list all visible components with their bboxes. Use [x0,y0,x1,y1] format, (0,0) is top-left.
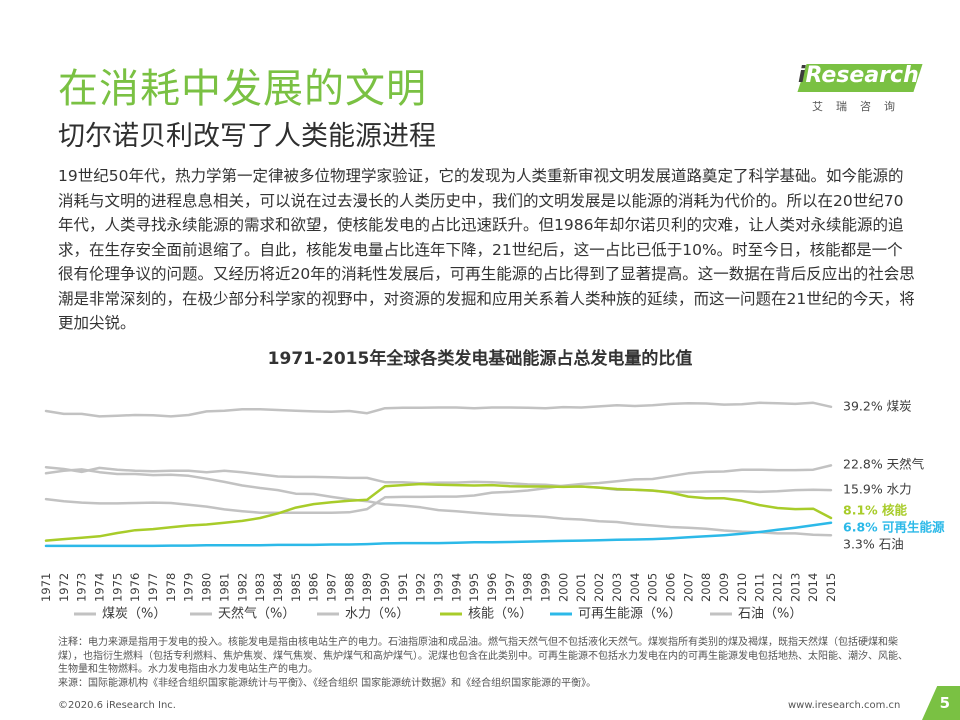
x-tick-label: 1976 [128,573,142,602]
series-end-label-2: 15.9% 水力 [843,482,912,497]
x-tick-label: 1995 [467,573,481,602]
x-tick-label: 2008 [699,573,713,602]
copyright: ©2020.6 iResearch Inc. [58,700,176,711]
series-line-1 [44,464,833,514]
x-tick-label: 1971 [39,573,53,602]
x-tick-label: 1975 [110,573,124,602]
intro-paragraph: 19世纪50年代，热力学第一定律被多位物理学家验证，它的发现为人类重新审视文明发… [58,167,915,332]
series-line-4 [44,521,833,548]
x-tick-label: 2012 [770,573,784,602]
x-tick-label: 1988 [342,573,356,602]
x-tick-label: 1972 [57,573,71,602]
legend-label-4: 可再生能源（%） [578,607,681,622]
x-tick-label: 1989 [360,573,374,602]
x-tick-label: 1986 [307,573,321,602]
x-tick-label: 1994 [449,573,463,602]
x-tick-label: 2010 [735,573,749,602]
x-tick-label: 1991 [396,573,410,602]
series-end-label-5: 3.3% 石油 [843,537,904,552]
x-tick-label: 1993 [432,573,446,602]
page-number: 5 [939,694,950,712]
x-tick-label: 1974 [93,573,107,602]
page-subtitle: 切尔诺贝利改写了人类能源进程 [58,121,436,152]
series-end-label-3: 8.1% 核能 [843,503,908,518]
x-tick-label: 1987 [324,573,338,602]
x-tick-label: 2002 [592,573,606,602]
x-tick-label: 2004 [628,573,642,602]
series-line-2 [44,465,833,494]
footnote-source: 来源：国际能源机构《非经合组织国家能源统计与平衡》、《经合组织 国家能源统计数据… [58,677,597,689]
x-tick-label: 2001 [574,573,588,602]
legend-label-0: 煤炭（%） [102,607,166,622]
x-tick-label: 1982 [235,573,249,602]
x-tick-label: 1977 [146,573,160,602]
x-tick-label: 1990 [378,573,392,602]
x-tick-label: 1999 [539,573,553,602]
x-tick-label: 1980 [200,573,214,602]
x-tick-label: 2003 [610,573,624,602]
footnote-note: 注释：电力来源是指用于发电的投入。核能发电是指由核电站生产的电力。石油指原油和成… [58,637,908,675]
legend-label-2: 水力（%） [345,607,409,622]
series-end-label-4: 6.8% 可再生能源 [843,520,945,535]
x-tick-label: 2007 [681,573,695,602]
x-tick-label: 1998 [521,573,535,602]
x-tick-label: 1979 [182,573,196,602]
x-tick-label: 1984 [271,573,285,602]
x-tick-label: 1996 [485,573,499,602]
x-tick-label: 2006 [663,573,677,602]
chart-title: 1971-2015年全球各类发电基础能源占总发电量的比值 [267,349,693,369]
logo-chinese-name: 艾瑞咨询 [812,100,908,113]
x-tick-label: 2005 [646,573,660,602]
x-tick-label: 2011 [753,573,767,602]
legend-label-5: 石油（%） [738,607,802,622]
legend-label-1: 天然气（%） [218,606,295,622]
series-line-3 [44,482,833,542]
x-tick-label: 1973 [75,573,89,602]
iresearch-logo: iResearch 艾瑞咨询 [792,54,923,116]
logo-wordmark: iResearch [798,63,919,88]
footnote: 注释：电力来源是指用于发电的投入。核能发电是指由核电站生产的电力。石油指原油和成… [58,636,916,690]
x-tick-label: 1983 [253,573,267,602]
x-tick-label: 2009 [717,573,731,602]
line-chart: 39.2% 煤炭 22.8% 天然气 15.9% 水力 8.1% 核能 6.8% 可再生… [39,399,945,622]
x-tick-label: 2015 [824,573,838,602]
x-tick-label: 2013 [788,573,802,602]
x-tick-label: 1978 [164,573,178,602]
website-url: www.iresearch.com.cn [788,700,901,711]
x-tick-label: 1997 [503,573,517,602]
series-line-5 [44,468,833,537]
legend-label-3: 核能（%） [468,607,532,622]
series-end-label-1: 22.8% 天然气 [843,457,925,472]
x-tick-label: 1992 [414,573,428,602]
page-title: 在消耗中发展的文明 [58,66,427,112]
series-end-label-0: 39.2% 煤炭 [843,399,912,414]
x-tick-label: 2000 [556,573,570,602]
x-tick-label: 1981 [217,573,231,602]
series-line-0 [44,401,833,418]
page-number-badge: 5 [922,686,960,720]
x-tick-label: 2014 [806,573,820,602]
x-tick-label: 1985 [289,573,303,602]
